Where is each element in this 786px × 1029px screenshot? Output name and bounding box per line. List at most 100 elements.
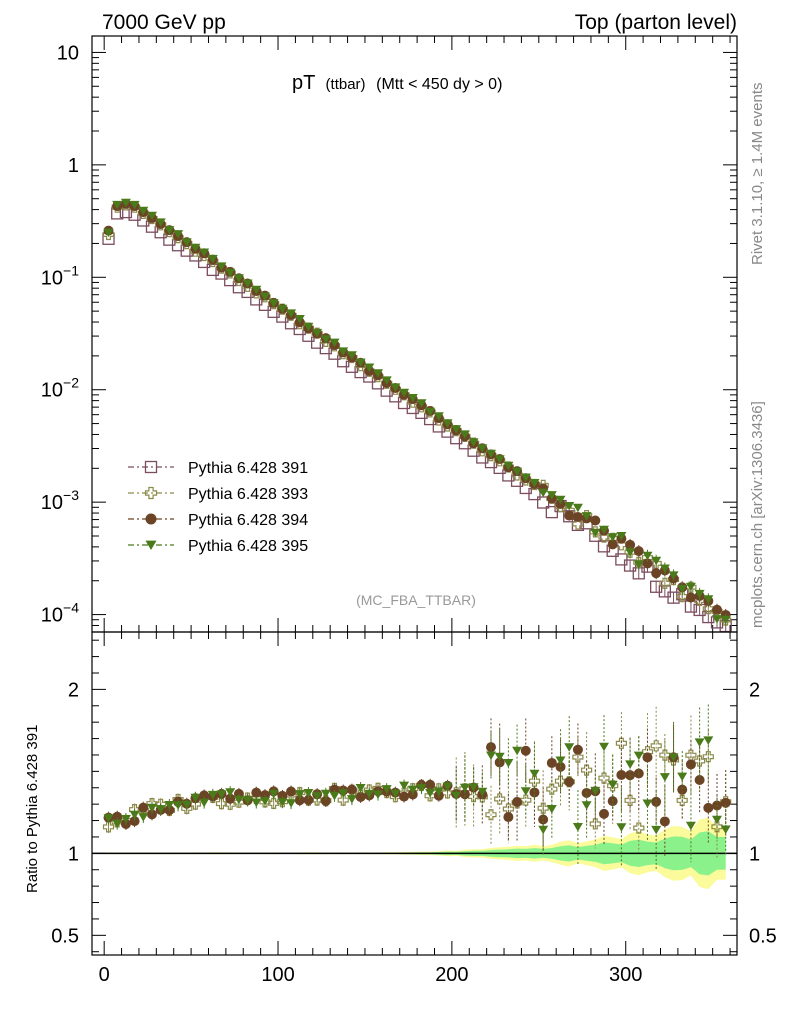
data-point (494, 455, 505, 464)
ratio-point (207, 790, 218, 800)
data-point (625, 548, 636, 557)
ratio-point (268, 790, 279, 799)
data-point (659, 564, 670, 573)
legend-entry-3: Pythia 6.428 394 (188, 512, 308, 529)
ratio-y-tick-label: 0.5 (51, 925, 79, 947)
ratio-point (554, 775, 567, 787)
analysis-tag: (MC_FBA_TTBAR) (356, 592, 476, 608)
x-tick-label: 0 (99, 964, 110, 986)
ratio-point (494, 793, 506, 805)
ratio-point (616, 769, 627, 780)
legend-marker (145, 540, 157, 550)
ratio-point (233, 795, 244, 805)
ratio-point (294, 795, 305, 806)
ratio-point (694, 738, 705, 747)
ratio-point (215, 797, 228, 810)
y-tick-label: 10 (57, 42, 79, 64)
ratio-point (103, 814, 114, 823)
ratio-point (659, 773, 670, 782)
ratio-point (607, 780, 618, 790)
x-tick-label: 300 (609, 964, 642, 986)
data-point (477, 444, 488, 453)
data-point (468, 438, 479, 447)
data-point (712, 615, 722, 624)
ratio-point (441, 787, 454, 799)
header-left: 7000 GeV pp (102, 11, 226, 34)
ratio-point (694, 774, 705, 785)
data-point (703, 595, 714, 604)
data-point (286, 309, 297, 318)
ratio-point (538, 814, 549, 825)
data-point (181, 238, 192, 247)
ratio-point (173, 801, 184, 810)
ratio-point (146, 809, 157, 820)
ratio-point (442, 782, 453, 792)
ratio-point (312, 792, 323, 801)
ratio-point (399, 791, 410, 802)
ratio-point (216, 790, 227, 799)
data-point (599, 525, 609, 535)
ratio-y-tick-label: 2 (749, 679, 760, 701)
x-tick-label: 200 (435, 964, 468, 986)
data-point (416, 399, 427, 408)
ratio-panel: 0 100 200 300 0.5 0.5 1 1 2 2 (51, 631, 777, 986)
ratio-point (528, 775, 541, 787)
ratio-point (572, 823, 583, 832)
ratio-point (112, 819, 123, 829)
ratio-point (564, 776, 575, 787)
ratio-point (381, 785, 392, 794)
ratio-point (651, 825, 662, 835)
ratio-point (581, 801, 592, 810)
ratio-point (512, 746, 523, 756)
ratio-point (529, 787, 540, 798)
ratio-frame (91, 631, 738, 956)
data-point (390, 383, 401, 392)
ratio-point (677, 772, 688, 782)
data-point (676, 590, 688, 603)
ratio-point (477, 787, 488, 797)
data-point (155, 218, 166, 227)
legend-marker (144, 486, 158, 500)
legend-marker (144, 460, 158, 474)
ratio-point (625, 760, 636, 769)
data-point (512, 467, 523, 477)
data-point (399, 388, 410, 398)
ratio-point (572, 751, 584, 763)
ratio-point (693, 755, 706, 767)
ratio-point (251, 787, 262, 798)
data-point (572, 518, 584, 530)
ratio-point (459, 783, 470, 793)
ratio-point (676, 794, 688, 807)
data-point (642, 551, 653, 561)
mcplots-label: mcplots.cern.ch [arXiv:1306.3436] (749, 401, 766, 628)
ratio-point (433, 787, 444, 796)
ratio-point (329, 791, 340, 801)
data-point (651, 568, 662, 579)
data-point (268, 299, 279, 308)
data-point (633, 560, 644, 569)
ratio-point (589, 818, 601, 830)
ratio-point (242, 796, 253, 805)
ratio-point (529, 769, 540, 779)
data-point (355, 358, 366, 367)
data-point (320, 335, 331, 344)
ratio-point (459, 789, 470, 800)
data-point (407, 394, 418, 403)
ratio-point (129, 810, 140, 820)
data-point (425, 407, 436, 417)
ratio-point (485, 809, 497, 821)
data-point (712, 604, 723, 615)
ratio-point (703, 736, 714, 745)
ratio-point (607, 796, 618, 807)
data-point (503, 461, 514, 471)
y-tick-label: 10−3 (41, 487, 79, 514)
data-point (277, 304, 288, 314)
ratio-point (303, 789, 314, 798)
ratio-point (338, 789, 349, 798)
legend-entry-4: Pythia 6.428 395 (188, 538, 308, 555)
data-point (103, 228, 114, 238)
ratio-point (399, 781, 410, 791)
data-point (242, 279, 253, 288)
ratio-point (164, 801, 175, 810)
ratio-point (355, 784, 366, 793)
